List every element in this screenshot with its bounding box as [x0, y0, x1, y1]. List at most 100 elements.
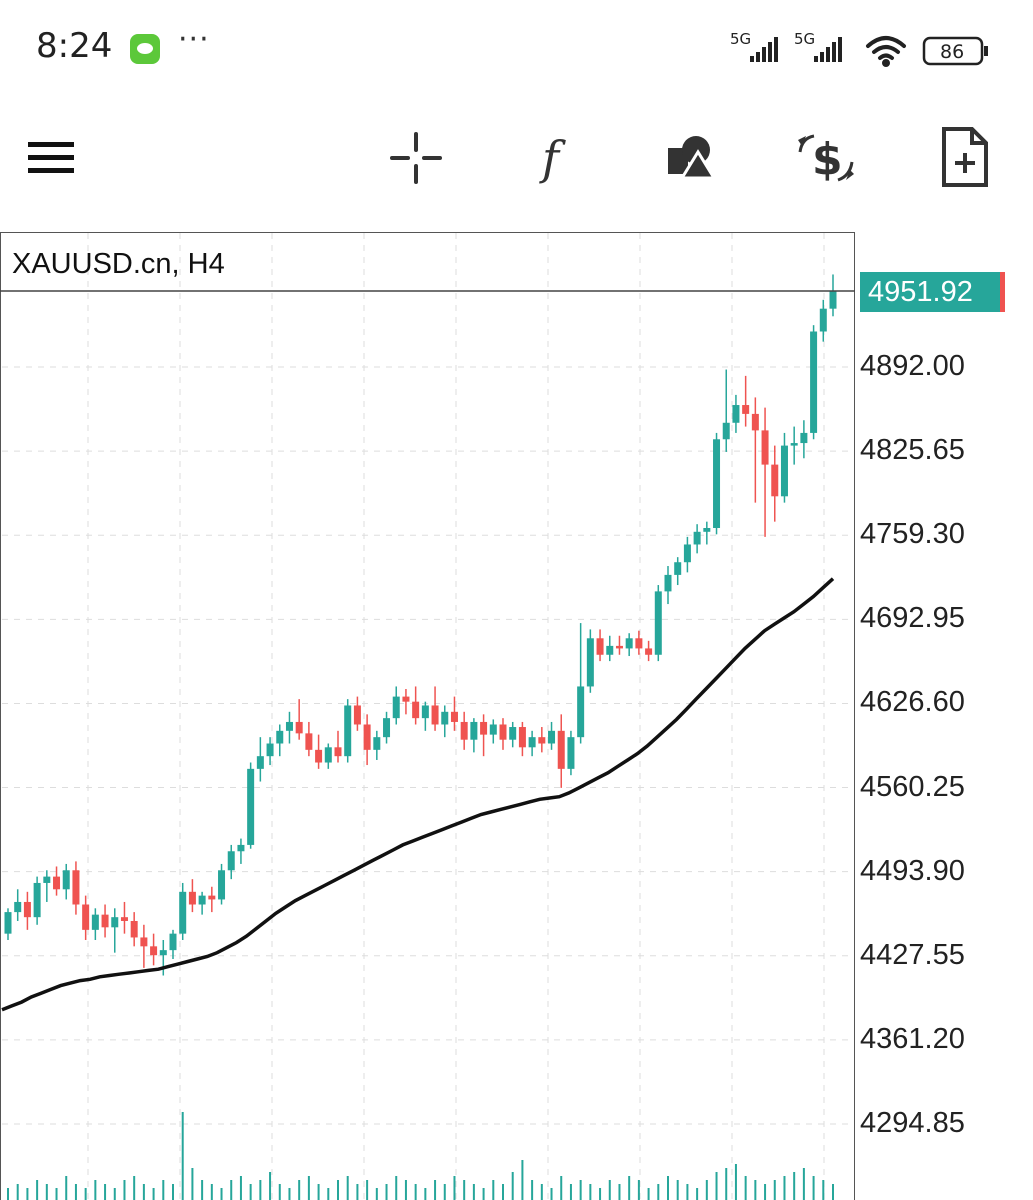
candle-body	[722, 422, 730, 440]
trade-button[interactable]: $	[788, 120, 864, 196]
network-2-label: 5G	[794, 30, 815, 48]
candle-body	[266, 743, 274, 757]
chart-toolbar: f $	[0, 110, 1033, 206]
volume-bar	[637, 1180, 640, 1200]
trade-dollar-icon: $	[798, 134, 854, 185]
chart-area[interactable]	[0, 232, 855, 1200]
candle-body	[480, 721, 488, 735]
candle	[218, 863, 226, 905]
indicators-button[interactable]: f	[516, 120, 592, 196]
status-icons: 5G 5G 86	[730, 30, 988, 67]
volume-bar	[502, 1184, 504, 1200]
volume-bar	[492, 1180, 495, 1200]
candle	[14, 889, 22, 921]
candle-body	[208, 895, 216, 900]
candle-body	[625, 638, 633, 649]
wifi-icon	[866, 36, 906, 67]
candle	[780, 432, 788, 503]
battery-level: 86	[940, 41, 964, 63]
crosshair-button[interactable]	[378, 120, 454, 196]
candle	[130, 912, 138, 947]
candle	[654, 585, 662, 662]
candle	[169, 929, 177, 960]
candle-body	[518, 727, 526, 748]
volume-bar	[832, 1184, 834, 1200]
candle-body	[159, 950, 167, 956]
candle-body	[82, 904, 90, 930]
volume-bar	[201, 1180, 204, 1200]
candle	[43, 870, 51, 902]
volume-bar	[521, 1160, 524, 1200]
volume-bar	[560, 1176, 563, 1200]
volume-bar	[181, 1112, 184, 1200]
candle	[198, 891, 206, 915]
volume-bar	[259, 1180, 262, 1200]
new-order-button[interactable]	[926, 120, 1002, 196]
volume-bar	[531, 1180, 534, 1200]
candle-body	[344, 705, 352, 757]
price-axis-label: 4294.85	[860, 1107, 965, 1139]
volume-bar	[113, 1188, 116, 1200]
candle-body	[324, 747, 332, 763]
network-1-label: 5G	[730, 30, 751, 48]
candle	[334, 730, 342, 763]
candle-body	[120, 917, 128, 921]
menu-button[interactable]	[14, 120, 90, 196]
candle-body	[150, 946, 158, 956]
candle	[421, 701, 429, 731]
candle-body	[790, 443, 798, 446]
candle	[402, 688, 410, 715]
battery-icon: 86	[922, 36, 988, 66]
candle-body	[732, 405, 740, 423]
candle	[528, 730, 536, 757]
candle	[548, 721, 556, 750]
candle	[256, 737, 264, 782]
candle	[305, 721, 313, 757]
candle-body	[664, 574, 672, 592]
candle-body	[509, 727, 517, 740]
candle-body	[577, 686, 585, 738]
volume-bar	[45, 1184, 48, 1200]
price-axis-label: 4692.95	[860, 602, 965, 635]
candle	[353, 696, 361, 731]
volume-bar	[298, 1180, 301, 1200]
price-axis-label: 4427.55	[860, 938, 965, 971]
candle-body	[353, 705, 361, 725]
candle	[625, 633, 633, 657]
candle	[53, 866, 61, 896]
objects-button[interactable]	[652, 120, 728, 196]
candle	[635, 630, 643, 655]
crosshair-icon	[390, 132, 442, 184]
candle	[761, 407, 769, 537]
candle	[276, 724, 284, 757]
volume-bar	[142, 1184, 145, 1200]
candle-body	[412, 701, 420, 719]
volume-bars	[7, 1112, 834, 1200]
new-order-icon	[942, 127, 988, 187]
indicator-f-icon: f	[539, 131, 566, 185]
candle	[460, 711, 468, 750]
candle-body	[654, 591, 662, 655]
volume-bar	[657, 1184, 660, 1200]
chart-title: XAUUSD.cn, H4	[12, 248, 225, 280]
candle	[23, 891, 31, 930]
candle-body	[615, 645, 623, 649]
candle-body	[557, 730, 565, 769]
volume-bar	[162, 1180, 165, 1200]
candle	[567, 730, 575, 776]
volume-bar	[65, 1176, 68, 1200]
candle	[227, 844, 235, 880]
volume-bar	[395, 1176, 398, 1200]
candle-body	[91, 914, 99, 930]
volume-bar	[725, 1168, 728, 1200]
candle-body	[751, 413, 759, 431]
candle-body	[713, 439, 721, 528]
wechat-icon	[130, 34, 160, 64]
menu-icon	[28, 142, 74, 173]
chart-grid	[2, 233, 853, 1200]
candle-body	[683, 544, 691, 563]
volume-bar	[337, 1180, 339, 1200]
volume-bar	[239, 1176, 242, 1200]
volume-bar	[628, 1176, 631, 1200]
